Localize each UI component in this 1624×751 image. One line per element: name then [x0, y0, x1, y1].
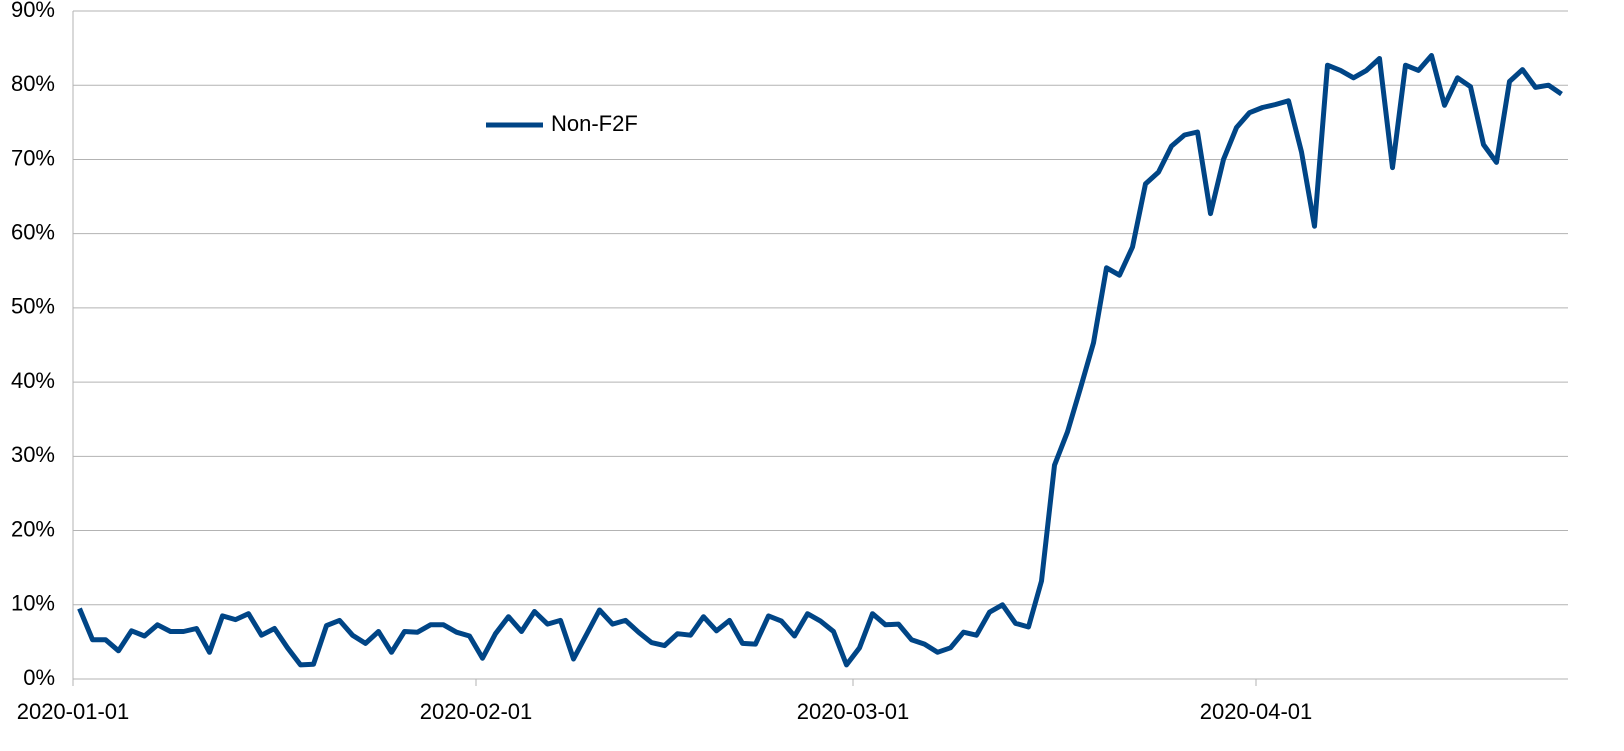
y-tick-label: 70% — [11, 145, 55, 170]
legend-label: Non-F2F — [551, 111, 638, 136]
x-tick-label: 2020-01-01 — [17, 699, 130, 724]
y-tick-label: 90% — [11, 0, 55, 22]
x-tick-label: 2020-02-01 — [420, 699, 533, 724]
y-tick-label: 30% — [11, 442, 55, 467]
data-line — [77, 53, 1563, 668]
y-tick-label: 50% — [11, 294, 55, 319]
x-tick-label: 2020-04-01 — [1200, 699, 1313, 724]
y-tick-label: 0% — [23, 665, 55, 690]
y-tick-label: 80% — [11, 71, 55, 96]
x-tick-label: 2020-03-01 — [797, 699, 910, 724]
y-tick-label: 10% — [11, 591, 55, 616]
y-tick-label: 60% — [11, 219, 55, 244]
y-tick-label: 20% — [11, 516, 55, 541]
y-tick-label: 40% — [11, 368, 55, 393]
